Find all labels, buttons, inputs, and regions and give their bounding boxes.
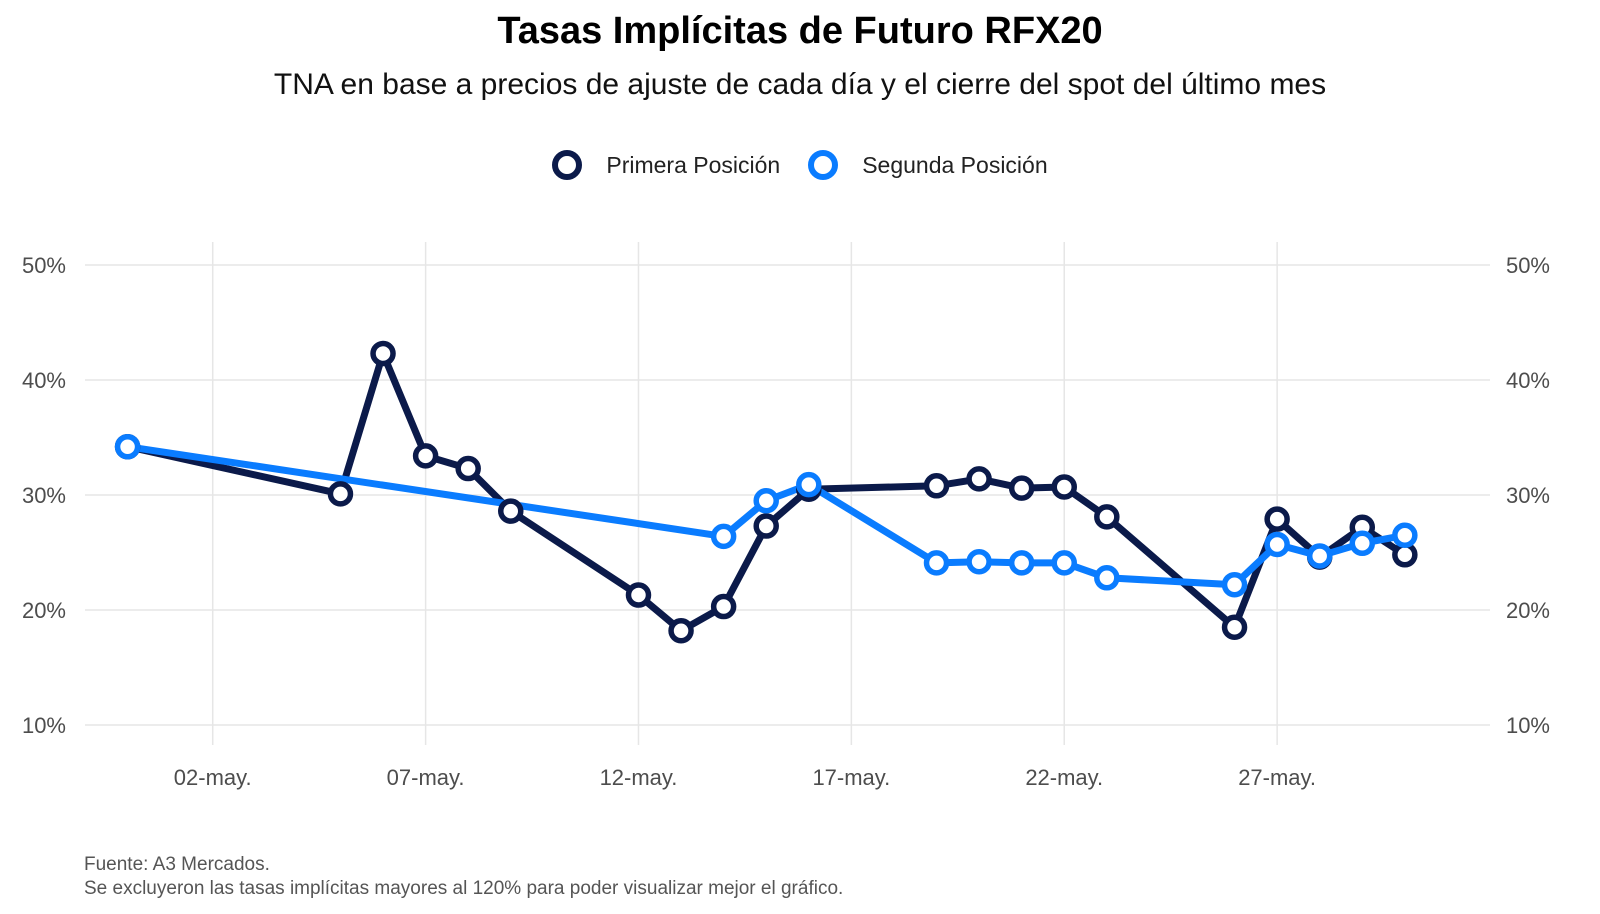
x-tick-label: 27-may. <box>1238 765 1316 790</box>
data-point-primera <box>412 443 439 469</box>
legend-item-segunda: Segunda Posición <box>808 150 1048 180</box>
source-caption: Fuente: A3 Mercados. <box>84 854 270 875</box>
data-point-primera <box>1094 504 1120 530</box>
y-tick-label-right: 40% <box>1506 368 1550 393</box>
y-tick-label-right: 10% <box>1506 713 1550 738</box>
data-point-primera <box>710 593 737 620</box>
data-point-segunda <box>1094 565 1120 591</box>
data-point-primera <box>1221 614 1248 640</box>
data-point-primera <box>327 481 354 507</box>
data-point-primera <box>455 455 481 482</box>
data-point-primera <box>1051 474 1077 500</box>
legend-label-primera: Primera Posición <box>606 151 781 178</box>
note-caption: Se excluyeron las tasas implícitas mayor… <box>84 878 844 899</box>
data-point-segunda <box>114 433 141 460</box>
y-tick-label-left: 10% <box>22 713 66 738</box>
data-point-segunda <box>1051 550 1077 576</box>
y-tick-label-left: 50% <box>22 253 66 278</box>
y-tick-label-left: 20% <box>22 598 66 623</box>
data-point-primera <box>1008 475 1035 501</box>
data-point-primera <box>1264 506 1290 532</box>
y-tick-label-right: 50% <box>1506 253 1550 278</box>
data-point-segunda <box>796 471 822 498</box>
data-point-primera <box>923 473 950 499</box>
data-point-segunda <box>710 523 737 550</box>
data-point-segunda <box>1264 531 1290 558</box>
data-point-primera <box>966 466 992 492</box>
data-point-segunda <box>1306 543 1333 569</box>
x-tick-label: 17-may. <box>812 765 890 790</box>
legend-marker-primera <box>552 150 583 180</box>
legend: Primera Posición Segunda Posición <box>0 150 1600 180</box>
line-chart: 10% 10% 20% 20% 30% 30% 40% 40% 50% 50% 02-may. 07-… <box>22 242 1550 790</box>
data-point-segunda <box>1008 550 1035 576</box>
legend-marker-segunda <box>808 150 839 180</box>
x-tick-label: 12-may. <box>600 765 678 790</box>
y-tick-label-right: 20% <box>1506 598 1550 623</box>
data-point-primera <box>370 340 396 367</box>
legend-item-primera: Primera Posición <box>552 150 780 180</box>
data-point-segunda <box>1349 530 1376 557</box>
data-point-primera <box>753 513 779 539</box>
chart-title: Tasas Implícitas de Futuro RFX20 <box>497 10 1103 52</box>
data-point-segunda <box>1392 522 1418 548</box>
data-point-segunda <box>966 548 992 575</box>
data-point-primera <box>625 582 652 608</box>
data-point-segunda <box>923 550 950 576</box>
data-point-segunda <box>753 488 779 514</box>
y-tick-label-left: 30% <box>22 483 66 508</box>
data-point-segunda <box>1221 571 1248 598</box>
x-tick-label: 02-may. <box>174 765 252 790</box>
y-tick-label-left: 40% <box>22 368 66 393</box>
x-tick-label: 07-may. <box>387 765 465 790</box>
x-tick-label: 22-may. <box>1025 765 1103 790</box>
data-point-primera <box>668 617 694 644</box>
data-point-primera <box>498 498 524 524</box>
legend-label-segunda: Segunda Posición <box>862 151 1048 178</box>
y-tick-label-right: 30% <box>1506 483 1550 508</box>
chart-subtitle: TNA en base a precios de ajuste de cada … <box>273 68 1327 101</box>
